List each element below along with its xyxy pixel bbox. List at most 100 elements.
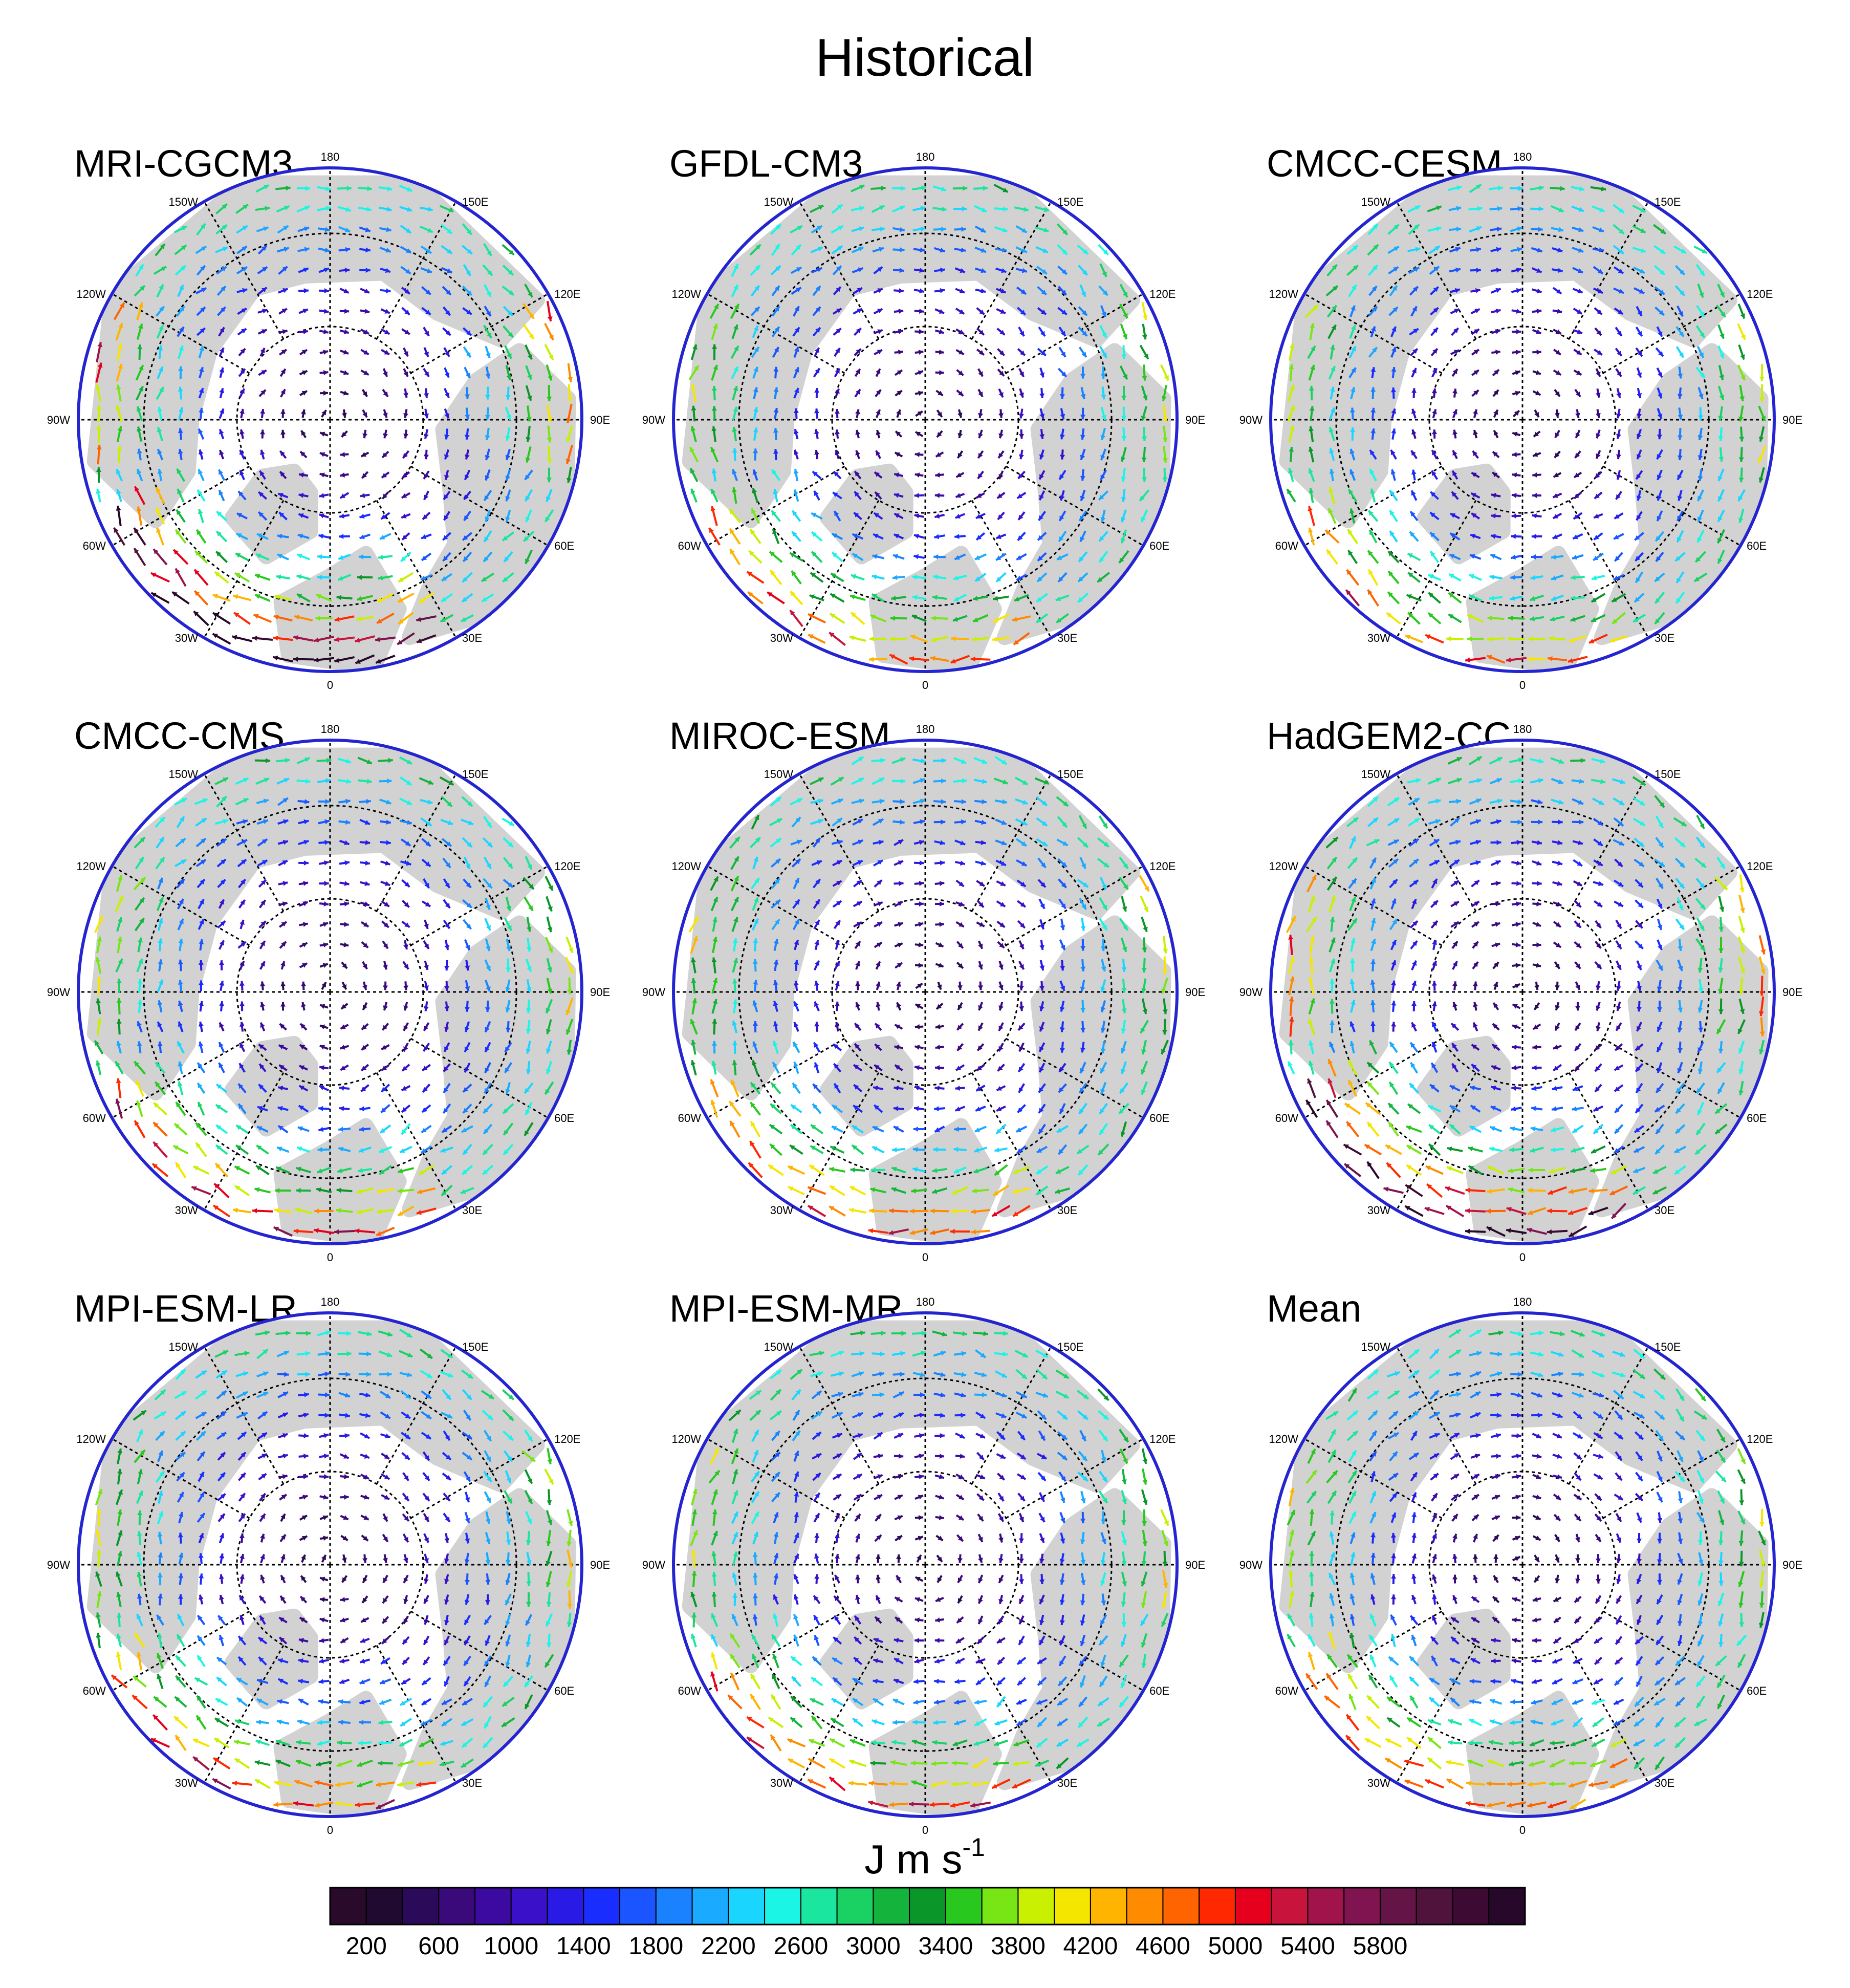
flux-arrow-head (1372, 265, 1378, 271)
flux-arrow-head (361, 1045, 367, 1050)
meridian-line (707, 465, 845, 547)
flux-arrow-head (1637, 393, 1642, 398)
flux-arrow-head (1497, 206, 1503, 211)
flux-arrow-head (998, 433, 1004, 439)
flux-arrow-head (1637, 311, 1642, 316)
flux-arrow-head (1389, 490, 1395, 496)
flux-arrow-head (1738, 517, 1744, 523)
flux-arrow-head (753, 407, 758, 413)
flux-arrow-head (219, 490, 224, 495)
flux-arrow-head (1351, 368, 1356, 373)
longitude-label: 30W (175, 632, 198, 644)
flux-arrow-head (978, 1025, 983, 1031)
flux-arrow-head (1432, 879, 1437, 884)
flux-arrow-head (1062, 822, 1067, 828)
flux-arrow-head (933, 574, 938, 580)
flux-arrow-head (299, 472, 304, 478)
flux-arrow-head (1061, 310, 1067, 315)
flux-vectors (1286, 755, 1766, 1238)
flux-arrow-head (485, 1047, 490, 1052)
flux-arrow-head (546, 478, 552, 483)
flux-arrow-head (957, 943, 963, 948)
flux-arrow-head (1570, 617, 1576, 622)
flux-arrow-head (1141, 967, 1147, 973)
flux-arrow-head (767, 592, 773, 597)
flux-arrow-head (868, 1228, 874, 1234)
flux-arrow-head (138, 937, 143, 943)
flux-arrow-head (814, 940, 820, 945)
flux-arrow-head (383, 943, 388, 949)
flux-arrow-head (1332, 305, 1337, 311)
flux-arrow-head (280, 409, 286, 414)
flux-arrow-head (836, 266, 841, 271)
flux-arrow-head (813, 1104, 818, 1109)
flux-arrow-head (920, 819, 925, 825)
flux-arrow-head (1019, 331, 1025, 336)
flux-arrow-head (953, 617, 959, 622)
flux-arrow-head (981, 840, 986, 846)
flux-arrow-head (257, 1126, 263, 1131)
flux-arrow-head (262, 860, 268, 865)
flux-arrow-head (872, 1146, 878, 1151)
flux-arrow-head (910, 635, 916, 640)
flux-arrow-head (524, 536, 529, 542)
flux-arrow-head (1537, 247, 1542, 253)
meridian-line (1005, 1038, 1144, 1119)
flux-arrow-head (157, 406, 163, 412)
flux-arrow-head (794, 1022, 799, 1028)
flux-arrow-head (832, 552, 838, 558)
flux-arrow-head (278, 1126, 284, 1131)
longitude-label: 90E (590, 986, 610, 999)
flux-arrow-head (302, 922, 308, 927)
flux-arrow-head (895, 452, 901, 457)
flux-arrow-head (712, 344, 717, 349)
flux-arrow-head (96, 425, 102, 430)
flux-arrow-head (398, 1168, 403, 1174)
flux-arrow-head (1677, 474, 1682, 480)
flux-arrow-head (790, 553, 795, 558)
longitude-label: 60W (1275, 539, 1298, 552)
meridian-line (376, 201, 457, 340)
flux-arrow-head (503, 535, 508, 541)
flux-arrow-head (1038, 1129, 1043, 1134)
flux-arrow-head (1081, 863, 1086, 869)
flux-arrow-head (424, 923, 429, 929)
flux-arrow-head (898, 860, 903, 866)
flux-arrow-head (139, 897, 144, 903)
flux-arrow-head (1079, 515, 1084, 521)
flux-arrow-head (978, 392, 983, 397)
flux-arrow-head (547, 437, 552, 443)
flux-arrow-head (1016, 555, 1022, 560)
flux-arrow-head (938, 942, 944, 947)
flux-arrow-head (872, 594, 878, 599)
flux-arrow-head (941, 186, 946, 192)
flux-arrow-head (549, 335, 554, 340)
flux-arrow-head (384, 309, 390, 314)
flux-arrow-head (1309, 406, 1315, 411)
flux-arrow-head (1370, 407, 1376, 413)
flux-arrow-head (1039, 1006, 1044, 1011)
flux-arrow-head (427, 799, 433, 805)
flux-arrow-head (300, 409, 306, 415)
flux-arrow-head (732, 979, 737, 984)
flux-arrow-head (774, 919, 780, 925)
land-mass (682, 747, 1140, 1100)
flux-arrow-head (998, 985, 1004, 990)
flux-arrow-head (1456, 185, 1462, 190)
flux-arrow-head (1123, 292, 1127, 297)
flux-arrow-head (814, 981, 819, 986)
flux-arrow-head (877, 880, 882, 885)
flux-arrow-head (441, 1191, 447, 1196)
flux-arrow-head (1082, 823, 1086, 829)
flux-arrow-head (981, 268, 986, 273)
flux-arrow-head (712, 917, 717, 922)
flux-arrow-head (547, 988, 553, 994)
flux-arrow-head (220, 327, 225, 333)
flux-arrow-head (198, 1021, 204, 1027)
flux-arrow-head (421, 1148, 427, 1153)
flux-arrow-head (1640, 228, 1646, 233)
flux-arrow-head (444, 1046, 449, 1052)
flux-arrow-head (1142, 477, 1147, 482)
flux-arrow-head (400, 1148, 405, 1153)
